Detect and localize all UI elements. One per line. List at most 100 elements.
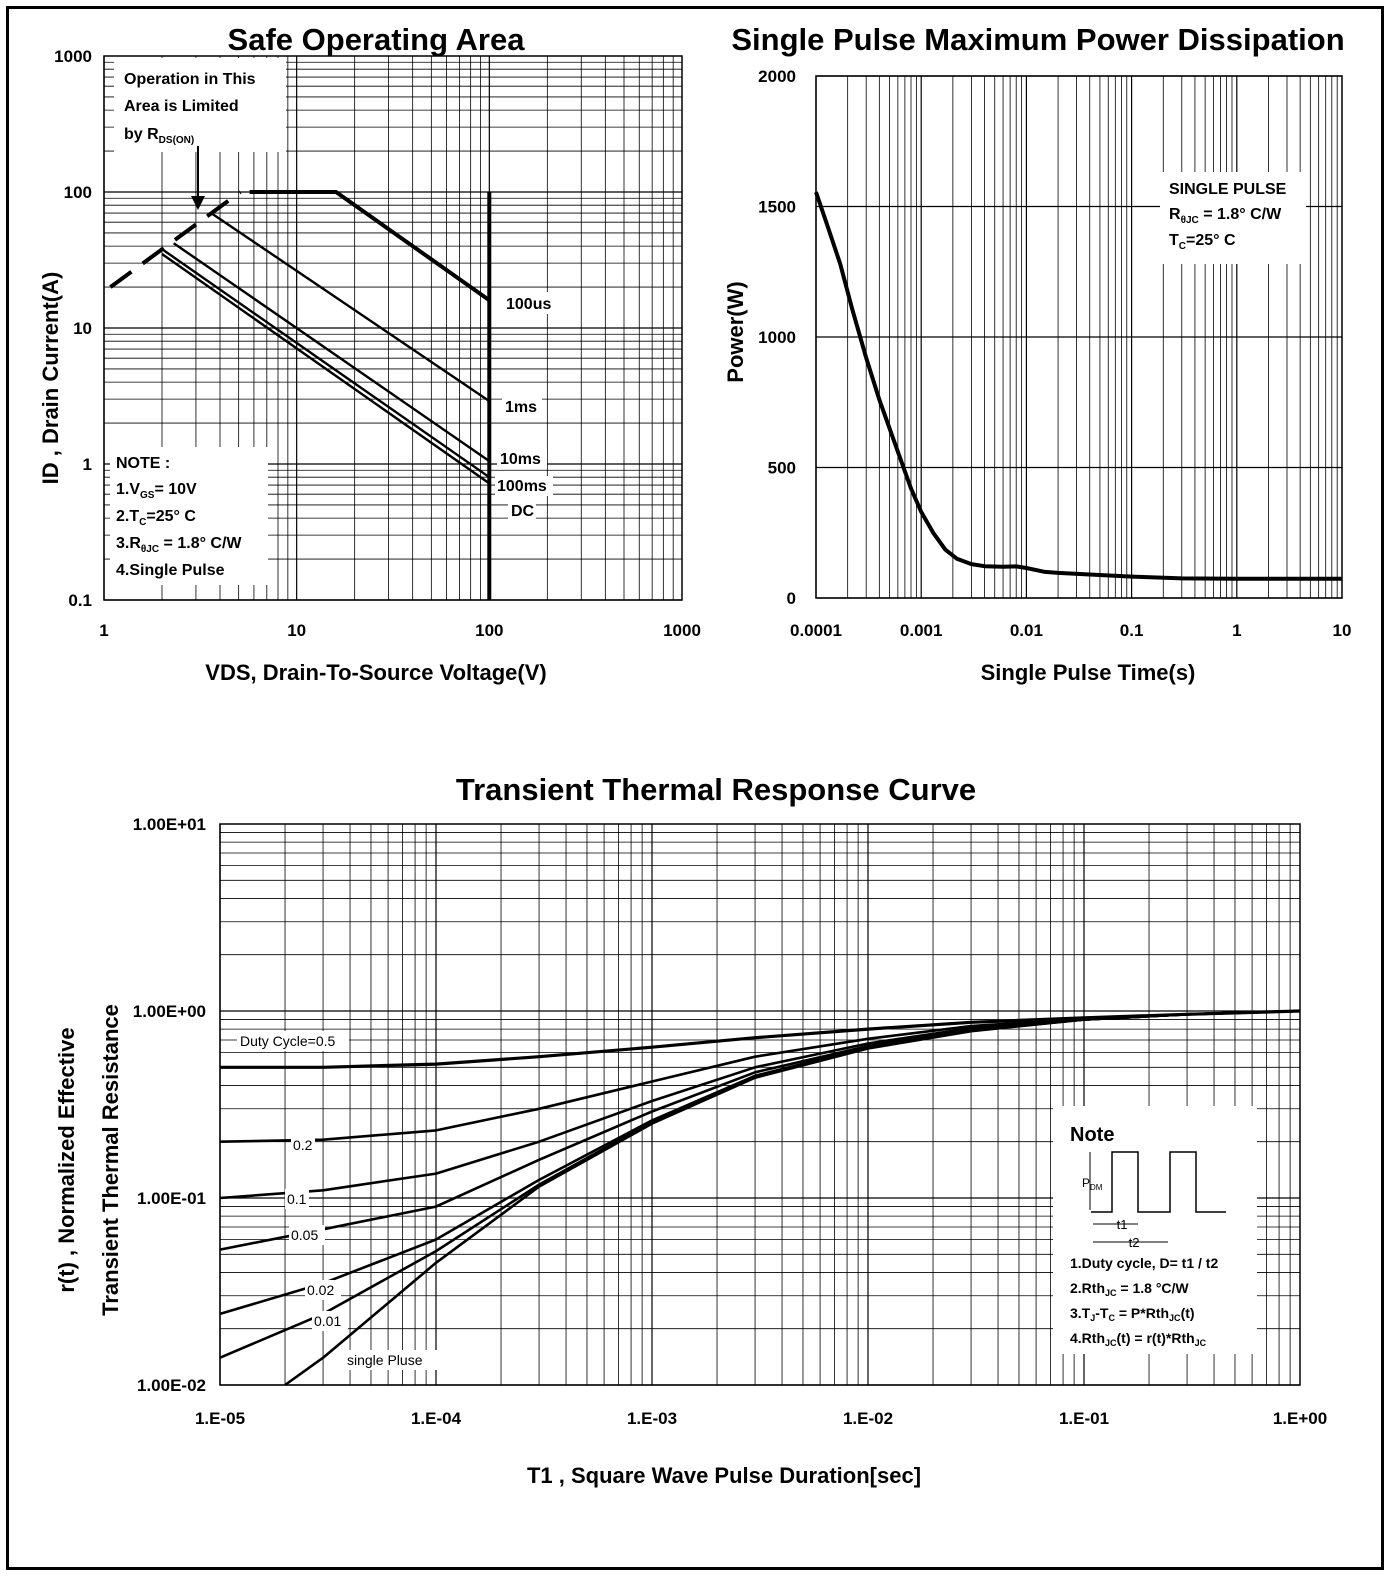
thermal-label-bg-0.1 [285,1189,309,1209]
thermal-series-label-0.02: 0.02 [307,1282,334,1298]
thermal-title: Transient Thermal Response Curve [456,772,976,807]
soa-ytick: 0.1 [68,591,92,610]
power-xtick: 10 [1333,621,1352,640]
power-xtick: 0.001 [900,621,943,640]
thermal-note-line-1: 1.Duty cycle, D= t1 / t2 [1070,1255,1218,1271]
soa-title: Safe Operating Area [228,22,526,57]
soa-ytick: 10 [73,319,92,338]
thermal-note-title: Note [1070,1124,1114,1146]
soa-note-line-2: 2.TC=25° C [116,508,196,528]
power-series-line [814,191,1342,581]
soa-note-title: NOTE : [116,455,170,472]
thermal-xtick: 1.E-02 [843,1409,893,1428]
soa-ytick: 1000 [54,47,92,66]
thermal-label-bg-0.5 [237,1031,349,1051]
soa-series-rds-on-limit [109,190,242,289]
power-title: Single Pulse Maximum Power Dissipation [731,22,1344,57]
soa-label-bg-10ms [497,449,547,469]
soa-series-dc [161,253,490,485]
thermal-note-line-4: 4.RthJC(t) = r(t)*RthJC [1070,1330,1207,1348]
power-ytick: 0 [787,589,796,608]
soa-series-100us [249,190,491,302]
soa-note-line-3: 3.RθJC = 1.8° C/W [116,535,242,555]
thermal-pdm-label: PDM [1082,1176,1103,1192]
thermal-t1-label: t1 [1117,1217,1128,1232]
power-ytick: 1500 [758,198,796,217]
soa-label-bg-dc [508,501,536,521]
soa-label-bg-100us [502,292,558,314]
soa-xtick: 100 [475,621,503,640]
thermal-xtick: 1.E-01 [1059,1409,1109,1428]
soa-limit-arrow-head [191,196,205,210]
soa-xlabel: VDS, Drain-To-Source Voltage(V) [205,660,546,685]
soa-tick-labels: 1 10 100 1000 0.1 1 10 100 1000 [54,47,701,640]
thermal-note-line-2: 2.RthJC = 1.8 °C/W [1070,1280,1189,1298]
thermal-ytick: 1.00E+01 [133,815,206,834]
soa-curve-label-100ms: 100ms [497,478,547,495]
soa-series-1ms [210,212,490,403]
thermal-ytick: 1.00E-02 [137,1376,206,1395]
thermal-xtick: 1.E-05 [195,1409,245,1428]
thermal-series-label-0.01: 0.01 [314,1313,341,1329]
thermal-xtick: 1.E+00 [1273,1409,1327,1428]
thermal-note-line-3: 3.TJ-TC = P*RthJC(t) [1070,1305,1195,1323]
soa-limit-note-line-3: by RDS(ON) [124,126,194,146]
thermal-series-line [284,1009,1301,1387]
power-chart: 0 500 1000 1500 2000 0.0001 0.001 0.01 0.1 1 10 Si… [723,22,1351,685]
soa-chart: 1 10 100 1000 0.1 1 10 100 1000 Safe Operating A… [38,22,701,685]
soa-note-box [110,447,268,585]
soa-series [109,190,492,600]
power-plot-border [815,75,1343,599]
soa-label-bg-1ms [502,396,542,418]
thermal-ylabel-line-2: Transient Thermal Resistance [98,1004,123,1316]
power-series [814,191,1342,581]
thermal-series [219,1009,1301,1387]
power-xtick: 1 [1232,621,1241,640]
thermal-label-bg-0.02 [305,1280,341,1300]
power-note-line-3: TC=25° C [1169,232,1236,252]
thermal-grid [219,823,1301,1386]
thermal-label-bg-0.2 [291,1135,315,1155]
power-tick-labels: 0 500 1000 1500 2000 0.0001 0.001 0.01 0.1 1 10 [758,67,1351,640]
soa-curve-label-1ms: 1ms [505,399,537,416]
power-grid [815,75,1343,599]
thermal-label-bg-single [343,1350,441,1370]
power-xtick: 0.01 [1010,621,1043,640]
soa-ytick: 1 [83,455,92,474]
soa-ytick: 100 [64,183,92,202]
soa-curve-label-10ms: 10ms [500,451,541,468]
power-note-line-1: SINGLE PULSE [1169,181,1287,198]
soa-curve-label-100us: 100us [506,296,551,313]
soa-xtick: 1000 [663,621,701,640]
soa-xtick: 10 [287,621,306,640]
thermal-ylabel-line-1: r(t) , Normalized Effective [54,1027,79,1292]
thermal-series-label-0.2: 0.2 [293,1137,313,1153]
thermal-label-bg-0.05 [289,1225,325,1245]
power-ylabel: Power(W) [723,281,748,382]
thermal-series-label-0.05: 0.05 [291,1227,318,1243]
thermal-ytick: 1.00E+00 [133,1002,206,1021]
thermal-series-label-single: single Pluse [347,1352,423,1368]
power-xtick: 0.0001 [790,621,842,640]
thermal-label-bg-0.01 [312,1311,348,1331]
power-xtick: 0.1 [1120,621,1144,640]
thermal-series-label-0.5: Duty Cycle=0.5 [240,1033,336,1049]
thermal-ytick: 1.00E-01 [137,1189,206,1208]
thermal-pulse-waveform [1091,1151,1226,1213]
power-note-line-2: RθJC = 1.8° C/W [1169,206,1282,226]
thermal-xlabel: T1 , Square Wave Pulse Duration[sec] [527,1463,921,1488]
soa-limit-note-box [114,58,286,152]
soa-note-line-4: 4.Single Pulse [116,562,225,579]
thermal-series-label-0.1: 0.1 [287,1191,307,1207]
thermal-note-box [1053,1106,1257,1354]
soa-label-bg-100ms [495,476,553,496]
soa-series-10ms [173,242,490,463]
soa-ylabel: ID , Drain Current(A) [38,272,63,485]
thermal-tick-labels: 1.E-05 1.E-04 1.E-03 1.E-02 1.E-01 1.E+00 1.00… [133,815,1327,1428]
page-frame [6,6,1384,1570]
thermal-xtick: 1.E-04 [411,1409,462,1428]
power-note-box [1160,172,1306,264]
soa-limit-note-line-2: Area is Limited [124,98,239,115]
soa-plot-border [103,55,683,601]
